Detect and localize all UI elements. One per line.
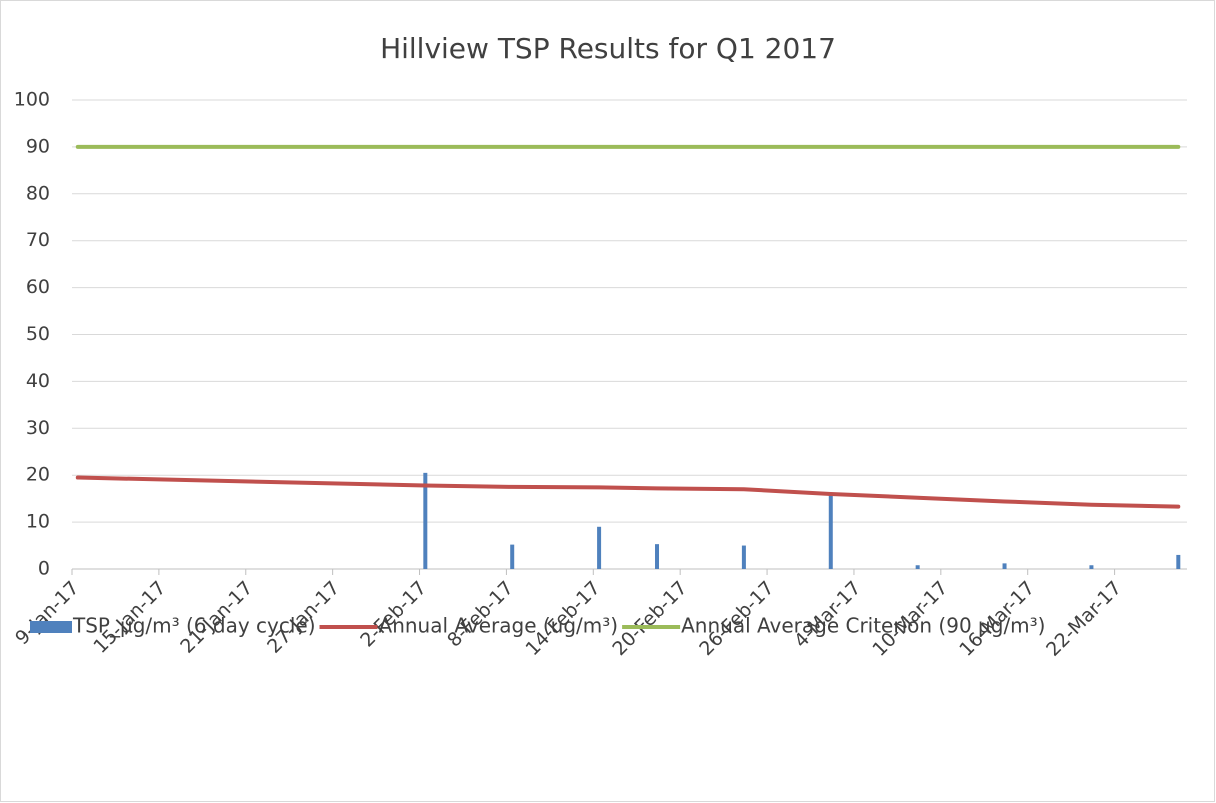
bar [1089, 565, 1094, 569]
y-tick-label: 90 [26, 135, 50, 157]
y-tick-label: 60 [26, 276, 50, 298]
y-tick-label: 0 [38, 558, 50, 580]
y-tick-label: 50 [26, 323, 50, 345]
y-tick-label: 10 [26, 511, 50, 533]
line [75, 475, 1181, 509]
legend-swatch [30, 621, 72, 633]
y-tick-label: 40 [26, 370, 50, 392]
chart-title: Hillview TSP Results for Q1 2017 [380, 32, 836, 65]
bar [597, 526, 602, 569]
bar [828, 493, 833, 569]
y-tick-label: 30 [26, 417, 50, 439]
bar [510, 544, 515, 569]
legend-label: Annual Average Criterion (90 µg/m³) [681, 614, 1045, 638]
legend-label: TSP_µg/m³ (6 day cycle) [72, 614, 316, 638]
legend-label: Annual Average (ug/m³) [379, 614, 619, 638]
y-tick-label: 80 [26, 182, 50, 204]
bar [423, 472, 428, 569]
y-tick-label: 100 [14, 89, 50, 111]
y-tick-label: 20 [26, 464, 50, 486]
bar [1002, 563, 1007, 569]
bar [915, 565, 920, 569]
y-tick-label: 70 [26, 229, 50, 251]
bar [1176, 554, 1181, 569]
bar [741, 545, 746, 569]
bar [655, 544, 660, 569]
